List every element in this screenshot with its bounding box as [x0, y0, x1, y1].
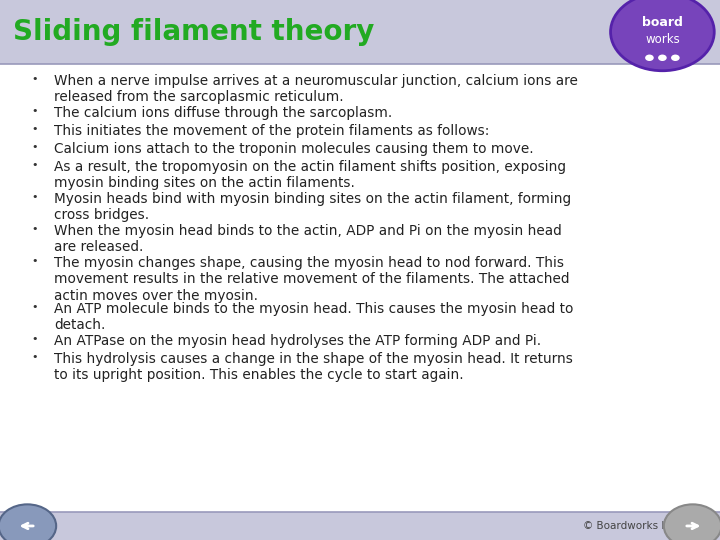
Text: The calcium ions diffuse through the sarcoplasm.: The calcium ions diffuse through the sar… — [54, 106, 392, 120]
Text: •: • — [31, 124, 38, 134]
Text: •: • — [31, 302, 38, 312]
Circle shape — [0, 504, 56, 540]
Text: This initiates the movement of the protein filaments as follows:: This initiates the movement of the prote… — [54, 124, 490, 138]
Text: •: • — [31, 141, 38, 152]
Text: 24 of 36: 24 of 36 — [13, 521, 56, 531]
Circle shape — [645, 55, 654, 61]
Text: •: • — [31, 256, 38, 266]
Circle shape — [664, 504, 720, 540]
Text: © Boardworks Ltd 2009: © Boardworks Ltd 2009 — [582, 521, 707, 531]
Text: An ATP molecule binds to the myosin head. This causes the myosin head to
detach.: An ATP molecule binds to the myosin head… — [54, 302, 573, 333]
Text: Myosin heads bind with myosin binding sites on the actin filament, forming
cross: Myosin heads bind with myosin binding si… — [54, 192, 571, 222]
Text: works: works — [645, 33, 680, 46]
Text: This hydrolysis causes a change in the shape of the myosin head. It returns
to i: This hydrolysis causes a change in the s… — [54, 352, 573, 382]
Text: Sliding filament theory: Sliding filament theory — [13, 18, 374, 46]
Text: •: • — [31, 192, 38, 202]
FancyBboxPatch shape — [0, 512, 720, 540]
Text: •: • — [31, 160, 38, 170]
Text: board: board — [642, 16, 683, 29]
Text: •: • — [31, 74, 38, 84]
Text: Calcium ions attach to the troponin molecules causing them to move.: Calcium ions attach to the troponin mole… — [54, 141, 534, 156]
FancyBboxPatch shape — [0, 64, 720, 512]
Text: When a nerve impulse arrives at a neuromuscular junction, calcium ions are
relea: When a nerve impulse arrives at a neurom… — [54, 74, 578, 104]
Text: •: • — [31, 334, 38, 344]
Text: •: • — [31, 352, 38, 362]
Text: •: • — [31, 106, 38, 116]
Circle shape — [658, 55, 667, 61]
Text: •: • — [31, 224, 38, 234]
Text: When the myosin head binds to the actin, ADP and Pi on the myosin head
are relea: When the myosin head binds to the actin,… — [54, 224, 562, 254]
Text: An ATPase on the myosin head hydrolyses the ATP forming ADP and Pi.: An ATPase on the myosin head hydrolyses … — [54, 334, 541, 348]
Text: As a result, the tropomyosin on the actin filament shifts position, exposing
myo: As a result, the tropomyosin on the acti… — [54, 160, 566, 191]
FancyBboxPatch shape — [0, 0, 720, 64]
Circle shape — [671, 55, 680, 61]
Circle shape — [611, 0, 714, 71]
Text: The myosin changes shape, causing the myosin head to nod forward. This
movement : The myosin changes shape, causing the my… — [54, 256, 570, 303]
